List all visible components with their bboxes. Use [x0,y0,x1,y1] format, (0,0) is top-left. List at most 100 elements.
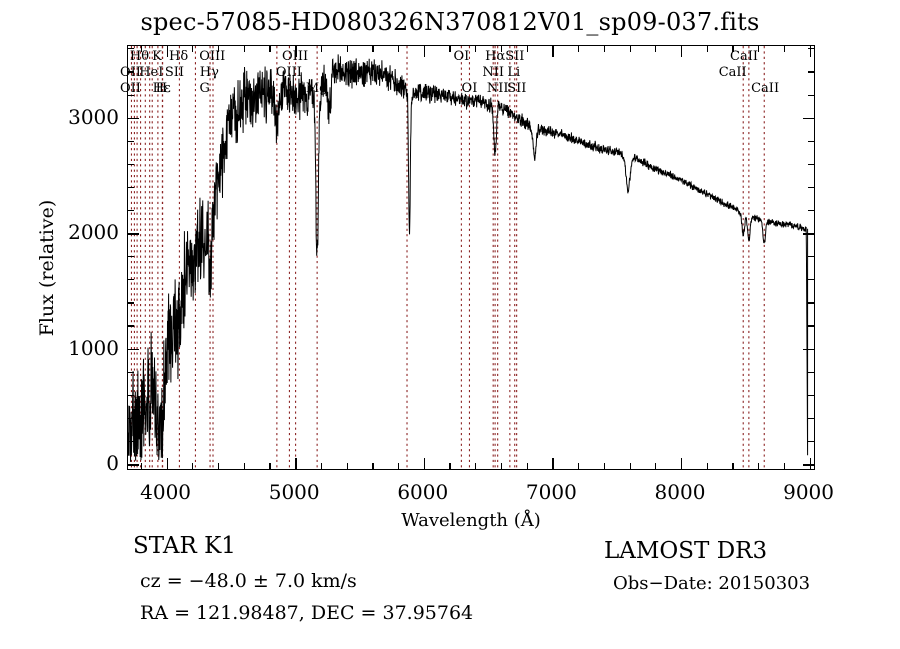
x-minor-tick-top [526,46,528,52]
y-minor-tick [128,371,134,373]
y-major-tick [128,348,139,351]
x-tick-label: 7000 [525,480,577,504]
x-major-tick [423,458,426,469]
spectral-line-label: SII [507,81,527,96]
spectral-line-label: OIII [199,49,226,64]
object-class-label: STAR K1 [133,533,236,559]
x-minor-tick-top [449,46,451,52]
y-minor-tick [128,279,134,281]
x-minor-tick-top [732,46,734,52]
x-minor-tick [783,463,786,469]
y-minor-tick-right [808,163,814,165]
x-tick-label: 6000 [397,480,449,504]
y-tick-label: 1000 [68,335,119,360]
spectral-line-label: K [152,49,162,64]
x-minor-tick [500,463,503,469]
survey-label: LAMOST DR3 [604,538,768,564]
spectrum-trace [128,54,809,462]
x-tick-label: 5000 [268,480,320,504]
spectral-line-label: Hθ [129,49,150,64]
spectral-line-label: Hδ [168,49,189,64]
spectral-line-label: SII [164,65,185,80]
coordinates-label: RA = 121.98487, DEC = 37.95764 [140,602,474,624]
spectral-line-label: OIII [275,65,302,80]
y-major-tick-right [803,117,814,120]
x-minor-tick [398,463,400,469]
x-minor-tick [218,463,220,469]
x-minor-tick-top [603,46,605,52]
x-minor-tick-top [398,46,400,52]
y-minor-tick [128,325,134,327]
y-minor-tick [128,302,134,304]
page-title: spec-57085-HD080326N370812V01_sp09-037.f… [140,8,760,36]
x-minor-tick [578,463,580,469]
x-major-tick [552,458,554,469]
x-major-tick-top [295,46,297,57]
spectrum-plot-frame [127,45,815,470]
y-minor-tick [128,186,134,189]
y-major-tick [128,117,139,120]
y-tick-label: 0 [106,451,119,476]
x-minor-tick [526,463,528,469]
x-minor-tick-top [500,46,503,52]
y-minor-tick-right [808,186,814,189]
spectral-line-label: OI [453,49,470,64]
x-minor-tick [269,463,271,469]
y-minor-tick [128,440,134,443]
x-minor-tick-top [655,46,657,52]
x-major-tick [166,458,169,469]
x-minor-tick [732,463,734,469]
x-minor-tick [706,463,708,469]
spectral-line-label: Mg [305,81,328,96]
y-minor-tick [128,163,134,165]
spectral-line-label: NII [482,65,505,80]
x-minor-tick [475,463,477,469]
spectral-line-label: OI [461,81,478,96]
spectral-line-label: OIII [282,49,309,64]
y-minor-tick-right [808,394,814,396]
y-minor-tick-right [808,302,814,304]
spectral-line-label: CaII [730,49,758,64]
spectral-line-label: CaII [718,65,747,80]
y-minor-tick [128,140,134,142]
y-major-tick [128,464,139,466]
x-minor-tick-top [192,46,194,52]
spectral-line-label: Hε [152,81,171,96]
y-minor-tick-right [808,256,814,258]
x-minor-tick-top [346,46,348,52]
y-tick-label: 2000 [68,220,119,245]
y-major-tick-right [803,348,814,351]
x-tick-label: 9000 [783,480,835,504]
x-minor-tick-top [629,46,631,52]
spectral-line-label: CaII [751,81,780,96]
x-major-tick-top [552,46,554,57]
y-minor-tick [128,394,134,396]
spectral-line-label: G [199,81,210,96]
radial-velocity-label: cz = −48.0 ± 7.0 km/s [140,570,357,592]
spectral-line-label: H [155,81,168,96]
x-minor-tick [758,463,760,469]
y-minor-tick [128,209,134,212]
y-major-tick-right [803,233,814,235]
x-minor-tick [449,463,451,469]
y-minor-tick-right [808,71,814,73]
x-minor-tick-top [320,46,323,52]
x-major-tick [680,458,683,469]
x-minor-tick [243,463,245,469]
y-minor-tick-right [808,417,814,420]
x-minor-tick-top [218,46,220,52]
x-minor-tick-top [758,46,760,52]
x-major-tick [295,458,297,469]
x-tick-label: 4000 [140,480,192,504]
x-minor-tick-top [243,46,245,52]
x-axis-title: Wavelength (Å) [401,510,541,531]
x-minor-tick [192,463,194,469]
x-minor-tick-top [706,46,708,52]
y-minor-tick-right [808,209,814,212]
y-minor-tick-right [808,279,814,281]
x-minor-tick [140,463,143,469]
spectral-line-label: OII [120,65,141,80]
y-minor-tick-right [808,140,814,142]
x-major-tick-top [423,46,426,57]
spectral-line-label: Li [507,65,521,80]
